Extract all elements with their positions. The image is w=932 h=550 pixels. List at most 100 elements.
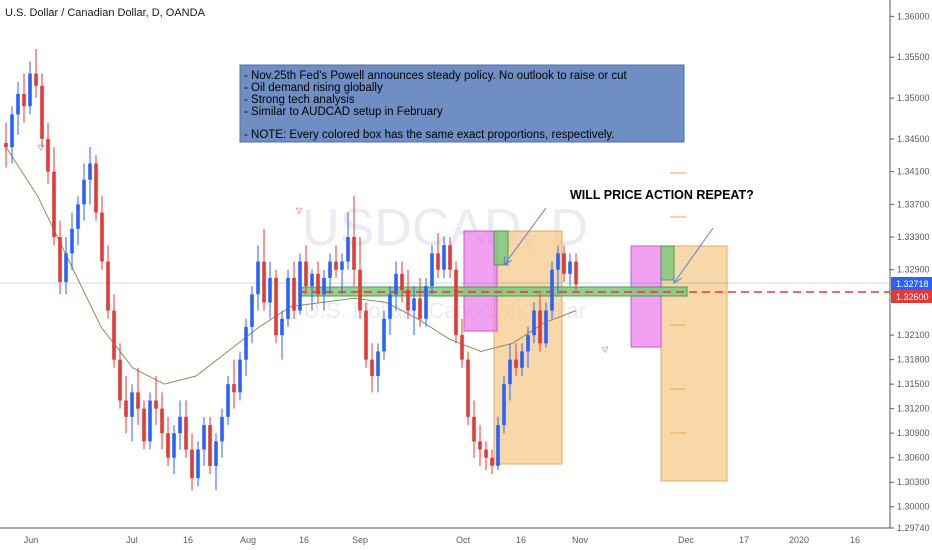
candle-body: [148, 400, 152, 442]
orange-box-projection[interactable]: [660, 245, 728, 482]
candle: [358, 237, 362, 319]
candle-body: [376, 351, 380, 376]
x-tick-label: Nov: [572, 535, 589, 545]
candle: [508, 343, 512, 401]
candle: [4, 122, 8, 168]
candle-body: [478, 441, 482, 450]
projection-markers: [670, 172, 686, 434]
candle-body: [214, 441, 218, 466]
candle-body: [166, 433, 170, 458]
candle-body: [532, 310, 536, 336]
candle-body: [232, 384, 236, 393]
time-axis[interactable]: Jun Jul 16 Aug 16 Sep Oct 16 Nov Dec 17 2020 16: [24, 535, 860, 545]
candle-body: [382, 318, 386, 352]
candle-body: [388, 294, 392, 319]
candle: [106, 245, 110, 319]
candle-body: [418, 298, 422, 319]
candle: [478, 425, 482, 466]
last-price-tag: 1.32718: [891, 277, 932, 290]
arrow-current-head: [673, 274, 683, 284]
arrow-past: [503, 207, 547, 266]
candle-body: [400, 273, 404, 291]
candle: [148, 392, 152, 450]
candle-body: [202, 425, 206, 450]
candle-body: [358, 269, 362, 311]
candle-body: [556, 253, 560, 270]
candle: [118, 343, 122, 409]
chart-title: U.S. Dollar / Canadian Dollar, D, OANDA: [5, 7, 206, 19]
candle-body: [526, 335, 530, 352]
candle: [142, 400, 146, 450]
candle-body: [106, 261, 110, 311]
candle: [436, 232, 440, 278]
candle: [388, 286, 392, 336]
candle-body: [322, 277, 326, 295]
candle-body: [82, 179, 86, 205]
y-tick-label: 1.32900: [897, 265, 930, 275]
arrow-current: [673, 227, 714, 284]
candle: [364, 302, 368, 368]
candle: [418, 277, 422, 327]
candle: [202, 416, 206, 466]
ma-line: [5, 146, 577, 385]
candle-body: [562, 253, 566, 274]
y-tick-label: 1.30000: [897, 502, 930, 512]
candle-body: [136, 392, 140, 409]
candle-body: [142, 408, 146, 442]
candle-body: [484, 449, 488, 458]
candle: [88, 147, 92, 205]
candle: [406, 269, 410, 319]
candle: [196, 441, 200, 487]
candle: [58, 220, 62, 295]
candle: [46, 122, 50, 184]
candle-body: [64, 253, 68, 282]
marker-nov: ▽: [602, 345, 609, 354]
x-tick-label: Jun: [24, 535, 39, 545]
candle: [130, 384, 134, 442]
x-tick-label: 16: [850, 535, 860, 545]
x-tick-label: Jul: [126, 535, 138, 545]
candle-body: [328, 261, 332, 278]
candle: [466, 351, 470, 426]
candle: [160, 392, 164, 450]
y-tick-label: 1.36000: [897, 11, 930, 21]
candle-body: [208, 425, 212, 466]
candle-body: [178, 416, 182, 434]
candle-body: [568, 261, 572, 274]
candle-body: [52, 171, 56, 238]
x-tick-label: Aug: [240, 535, 256, 545]
y-tick-label: 1.30900: [897, 428, 930, 438]
y-tick-label: 1.31500: [897, 379, 930, 389]
candle-body: [34, 73, 38, 86]
candle-body: [220, 416, 224, 442]
magenta-box-past[interactable]: [463, 230, 498, 332]
green-box-current[interactable]: [660, 245, 675, 281]
candle-body: [394, 273, 398, 295]
candle-body: [466, 359, 470, 417]
candle-body: [274, 277, 278, 336]
note-line-6: - NOTE: Every colored box has the same e…: [244, 129, 615, 141]
candle-body: [304, 261, 308, 287]
note-line-3: - Strong tech analysis: [244, 94, 355, 106]
y-tick-label: 1.32100: [897, 330, 930, 340]
candle-body: [508, 359, 512, 385]
candle: [532, 302, 536, 344]
candle-body: [364, 310, 368, 360]
candle: [454, 261, 458, 344]
candle: [220, 408, 224, 458]
candle: [112, 294, 116, 368]
candle-body: [490, 457, 494, 466]
candle-body: [196, 449, 200, 479]
y-tick-label: 1.31200: [897, 404, 930, 414]
candle: [34, 49, 38, 99]
candle: [76, 196, 80, 246]
candle: [550, 261, 554, 319]
candle-body: [352, 237, 356, 270]
candle: [10, 106, 14, 164]
candle-body: [460, 335, 464, 360]
candle: [496, 416, 500, 470]
green-box-past[interactable]: [493, 230, 509, 266]
candle-body: [130, 392, 134, 417]
candle: [322, 269, 326, 311]
